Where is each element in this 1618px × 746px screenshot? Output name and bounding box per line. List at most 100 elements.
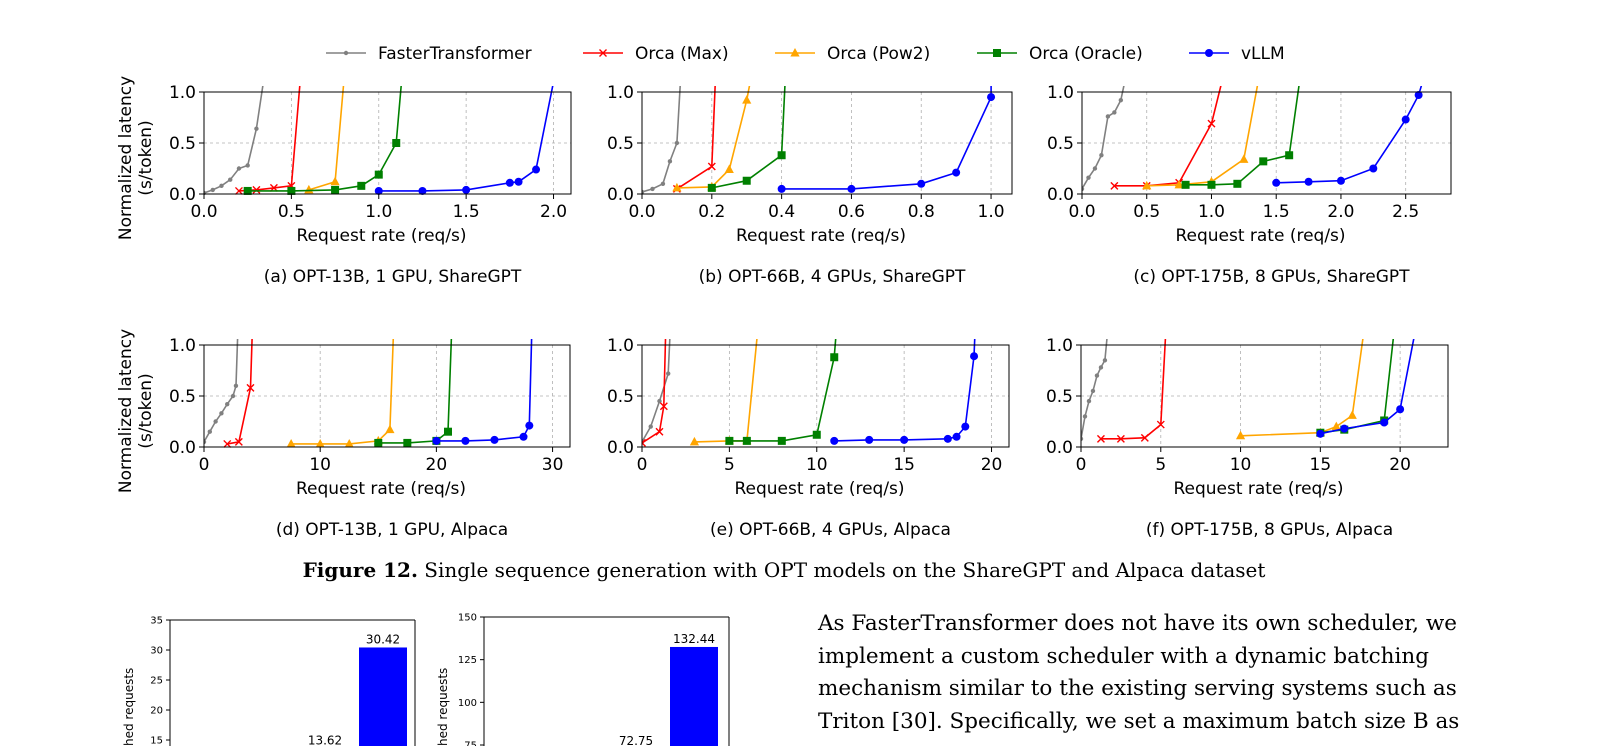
x-tick-label: 10: [806, 455, 828, 475]
x-tick-label: 2.0: [540, 202, 567, 222]
y-tick-label: 0.0: [1047, 185, 1074, 205]
data-point: [374, 438, 383, 447]
data-point: [1380, 418, 1389, 427]
legend-item: Orca (Pow2): [775, 44, 930, 64]
y-axis-label-text: hed requests: [436, 668, 450, 746]
data-point: [1156, 420, 1165, 429]
data-point: [1340, 424, 1349, 433]
data-point: [1099, 153, 1104, 158]
data-point: [461, 436, 470, 445]
data-point: [865, 435, 874, 444]
subfigure-caption: (e) OPT-66B, 4 GPUs, Alpaca: [710, 520, 951, 540]
series-vllm: [374, 86, 554, 195]
paragraph-line: mechanism similar to the existing servin…: [818, 676, 1457, 701]
series-line: [711, 86, 786, 189]
data-point: [1239, 154, 1249, 163]
series-orca-max-: [223, 339, 255, 448]
series-fastertransformer: [642, 339, 671, 445]
series-orca-oracle-: [707, 86, 786, 192]
paragraph-line: As FasterTransformer does not have its o…: [818, 611, 1457, 636]
data-point: [514, 177, 523, 186]
series-line: [1146, 86, 1259, 187]
legend-label: Orca (Max): [635, 44, 729, 64]
series-vllm: [432, 339, 534, 445]
x-tick-label: 0: [637, 455, 648, 475]
data-point: [1235, 430, 1246, 440]
data-point: [1140, 433, 1149, 442]
series-fastertransformer: [204, 86, 264, 196]
y-tick-label: 25: [150, 676, 163, 687]
data-point: [1096, 434, 1105, 443]
x-tick-label: 0.8: [908, 202, 935, 222]
series-line: [1082, 86, 1125, 190]
x-tick-label: 0.5: [278, 202, 305, 222]
x-tick-label: 0.6: [838, 202, 865, 222]
y-tick-label: 1.0: [1046, 336, 1073, 356]
series-line: [436, 339, 533, 442]
data-point: [223, 439, 232, 448]
data-point: [374, 186, 383, 195]
paragraph-line: Triton [30]. Specifically, we set a maxi…: [818, 708, 1460, 734]
data-point: [1207, 180, 1216, 189]
data-point: [1086, 175, 1091, 180]
y-tick-label: 35: [150, 616, 163, 627]
data-point: [1110, 181, 1119, 190]
x-tick-label: 0.4: [768, 202, 795, 222]
y-axis-label: Normalized latency (s/token): [116, 76, 156, 240]
data-point: [830, 353, 839, 362]
x-axis-label: Request rate (req/s): [1175, 226, 1345, 246]
data-point: [1336, 176, 1345, 185]
legend-item: FasterTransformer: [326, 44, 532, 64]
data-point: [1116, 434, 1125, 443]
data-point: [847, 184, 856, 193]
x-tick-label: 15: [1310, 455, 1332, 475]
y-tick-label: 0.5: [169, 134, 196, 154]
data-point: [207, 429, 213, 434]
series-orca-pow2-: [286, 339, 395, 448]
data-point: [993, 49, 1001, 57]
x-tick-label: 1.0: [365, 202, 392, 222]
data-point: [1094, 373, 1100, 378]
x-axis-label: Request rate (req/s): [1173, 479, 1343, 499]
data-point: [655, 427, 664, 436]
subfigure-caption: (d) OPT-13B, 1 GPU, Alpaca: [276, 520, 508, 540]
y-axis-label-line: Normalized latency: [116, 329, 136, 493]
series-vllm: [1272, 86, 1423, 187]
bar-value-label: 132.44: [673, 632, 715, 646]
data-point: [344, 438, 354, 448]
series-line: [834, 339, 976, 442]
y-tick-label: 0.5: [169, 387, 196, 407]
y-tick-label: 20: [150, 706, 163, 717]
data-point: [1331, 421, 1341, 431]
data-point: [777, 184, 786, 193]
x-tick-label: 0: [1076, 455, 1087, 475]
data-point: [1090, 388, 1096, 394]
series-orca-max-: [1096, 339, 1167, 443]
line-chart-panel: 0 5 10 15 20 0.0 0.5 1.0 Request rate (req/s) (e)…: [607, 336, 1010, 540]
series-line: [729, 339, 837, 442]
data-point: [343, 50, 349, 56]
series-layer: [1082, 86, 1423, 192]
data-point: [1092, 166, 1098, 171]
x-axis-label: Request rate (req/s): [734, 479, 904, 499]
y-axis-label-line: Normalized latency: [116, 76, 136, 240]
y-tick-label: 1.0: [169, 83, 196, 103]
y-tick-label: 0.5: [607, 387, 634, 407]
series-orca-max-: [642, 339, 668, 447]
data-point: [444, 427, 452, 436]
series-line: [642, 86, 681, 193]
x-tick-label: 1.0: [1198, 202, 1225, 222]
data-point: [330, 176, 340, 186]
data-point: [331, 185, 340, 194]
data-point: [418, 186, 427, 195]
data-point: [213, 419, 218, 424]
series-line: [238, 86, 301, 192]
series-vllm: [777, 86, 996, 193]
x-tick-label: 10: [309, 455, 331, 475]
x-tick-label: 15: [893, 455, 915, 475]
data-point: [374, 170, 383, 179]
bar-chart-panel: 75 100 125 150 72.75 132.44 hed requests: [436, 613, 730, 746]
legend-item: Orca (Oracle): [977, 44, 1143, 64]
data-point: [385, 424, 395, 434]
data-point: [707, 183, 716, 192]
